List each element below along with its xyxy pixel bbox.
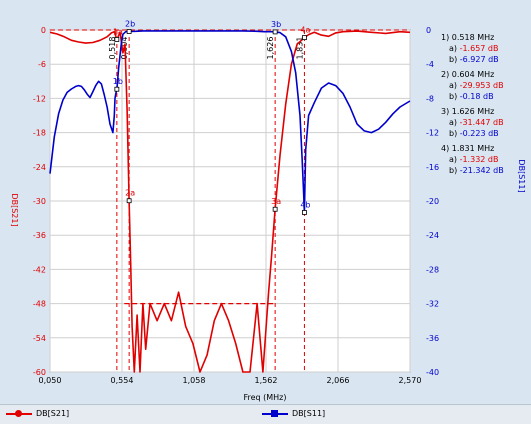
- readout-value: -29.953 dB: [459, 81, 504, 90]
- readout-b: b) -0.223 dB: [441, 128, 531, 139]
- legend-label-s21: DB[S21]: [36, 409, 70, 418]
- y-tick-label-right: -4: [426, 60, 434, 69]
- marker-point[interactable]: [114, 86, 120, 92]
- readout-b: b) -6.927 dB: [441, 54, 531, 65]
- readout-value: -21.342 dB: [459, 166, 504, 175]
- marker-label: 3b: [271, 20, 281, 29]
- readout-b: b) -0.18 dB: [441, 91, 531, 102]
- readout-a: a) -31.447 dB: [441, 117, 531, 128]
- markers-group: 1a 1b 2a 2b 3a 3b 4a 4b: [113, 20, 311, 215]
- readout-prefix: a): [449, 118, 460, 127]
- readout-b: b) -21.342 dB: [441, 165, 531, 176]
- legend-swatch-s11: [262, 409, 288, 418]
- marker-point[interactable]: [126, 29, 132, 34]
- legend-item-s11[interactable]: DB[S11]: [262, 409, 325, 418]
- x-tick-label: 0,554: [111, 376, 134, 385]
- readout-a: a) -29.953 dB: [441, 80, 531, 91]
- marker-label: 4a: [300, 26, 310, 35]
- marker-point[interactable]: [272, 206, 278, 212]
- y-tick-label-left: -36: [33, 231, 46, 240]
- x-tick-label: 0,050: [39, 376, 62, 385]
- readout-value: -1.657 dB: [459, 44, 499, 53]
- series-line-s11: [49, 30, 411, 214]
- marker-label: 1a: [113, 27, 123, 36]
- x-axis-label: Freq (MHz): [243, 393, 286, 402]
- y-tick-label-right: -20: [426, 197, 439, 206]
- marker-vline-label: 1,626: [266, 37, 275, 60]
- y-tick-label-left: -60: [33, 368, 46, 377]
- series-line-s21: [49, 30, 411, 373]
- y-tick-label-right: -40: [426, 368, 439, 377]
- y-tick-label-left: -6: [38, 60, 46, 69]
- readout-prefix: a): [449, 155, 460, 164]
- marker-label: 2b: [125, 20, 135, 29]
- y-tick-label-left: -24: [33, 163, 46, 172]
- ticks-group: 0,050 0,554 1,058 1,562 2,066 2,570 0 -6 -12 -18 -…: [33, 26, 439, 385]
- marker-readout-panel: 1) 0.518 MHz a) -1.657 dB b) -6.927 dB 2) 0…: [441, 28, 531, 176]
- x-tick-label: 2,066: [327, 376, 350, 385]
- marker-label: 1b: [113, 77, 123, 86]
- y-tick-label-left: -12: [33, 94, 46, 103]
- y-tick-label-right: -32: [426, 300, 439, 309]
- readout-prefix: b): [449, 166, 460, 175]
- series-group: [49, 30, 411, 373]
- legend-swatch-s21: [6, 409, 32, 418]
- readout-head: 4) 1.831 MHz: [441, 144, 495, 153]
- readout-head: 2) 0.604 MHz: [441, 70, 495, 79]
- readout-value: -6.927 dB: [459, 55, 499, 64]
- marker-vline-label: 1,831: [295, 37, 304, 60]
- legend: DB[S21] DB[S11]: [0, 404, 531, 424]
- readout-head: 3) 1.626 MHz: [441, 107, 495, 116]
- y-axis-label-left: DB[S21]: [10, 193, 19, 226]
- y-tick-label-left: 0: [41, 26, 46, 35]
- marker-point[interactable]: [114, 37, 120, 42]
- readout-prefix: a): [449, 81, 460, 90]
- y-tick-label-right: -12: [426, 129, 439, 138]
- y-tick-label-left: -48: [33, 300, 46, 309]
- readout-value: -31.447 dB: [459, 118, 504, 127]
- y-tick-label-right: -36: [426, 334, 439, 343]
- x-tick-label: 1,058: [183, 376, 206, 385]
- marker-point[interactable]: [302, 210, 307, 215]
- readout-prefix: b): [449, 92, 460, 101]
- marker-label: 3a: [271, 197, 281, 206]
- marker-vline-label: 0,518: [108, 37, 117, 60]
- marker-point[interactable]: [302, 35, 307, 40]
- legend-item-s21[interactable]: DB[S21]: [6, 409, 69, 418]
- legend-label-s11: DB[S11]: [292, 409, 326, 418]
- y-tick-label-right: -16: [426, 163, 439, 172]
- marker-label: 2a: [125, 189, 135, 198]
- readout-prefix: a): [449, 44, 460, 53]
- marker-label: 4b: [300, 200, 310, 209]
- y-tick-label-left: -54: [33, 334, 46, 343]
- readout-a: a) -1.657 dB: [441, 43, 531, 54]
- x-tick-label: 2,570: [399, 376, 422, 385]
- y-tick-label-left: -42: [33, 265, 46, 274]
- marker-point[interactable]: [272, 29, 278, 35]
- readout-a: a) -1.332 dB: [441, 154, 531, 165]
- y-axis-label-right: DB[S11]: [517, 159, 526, 192]
- y-tick-label-right: -28: [426, 265, 439, 274]
- readout-head: 1) 0.518 MHz: [441, 33, 495, 42]
- x-tick-label: 1,562: [255, 376, 278, 385]
- y-tick-label-right: -8: [426, 94, 434, 103]
- y-tick-label-right: -24: [426, 231, 439, 240]
- y-tick-label-left: -30: [33, 197, 46, 206]
- y-tick-label-right: 0: [426, 26, 431, 35]
- readout-prefix: b): [449, 55, 460, 64]
- marker-point[interactable]: [126, 198, 132, 204]
- readout-value: -1.332 dB: [459, 155, 499, 164]
- readout-value: -0.18 dB: [459, 92, 494, 101]
- y-tick-label-left: -18: [33, 129, 46, 138]
- readout-value: -0.223 dB: [459, 129, 499, 138]
- readout-prefix: b): [449, 129, 460, 138]
